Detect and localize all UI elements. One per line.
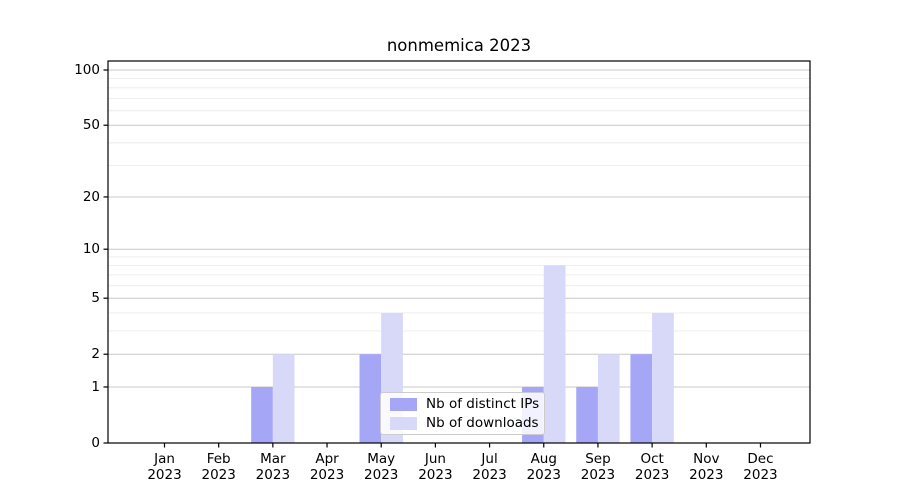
legend-swatch-distinct-ips bbox=[390, 397, 417, 411]
legend-label-distinct-ips: Nb of distinct IPs bbox=[426, 396, 540, 412]
chart-title: nonmemica 2023 bbox=[386, 36, 532, 55]
x-tick-label: Nov 2023 bbox=[689, 451, 724, 483]
legend-label-downloads: Nb of downloads bbox=[426, 415, 539, 431]
y-tick-label: 10 bbox=[82, 241, 100, 258]
bar-downloads bbox=[272, 354, 295, 443]
y-tick-label: 5 bbox=[91, 290, 100, 307]
x-tick-label: Jan 2023 bbox=[147, 451, 182, 483]
bar-downloads bbox=[543, 265, 566, 443]
x-tick-label: Dec 2023 bbox=[743, 451, 778, 483]
x-tick-label: Jul 2023 bbox=[472, 451, 507, 483]
y-tick-label: 50 bbox=[82, 117, 100, 134]
y-tick-label: 1 bbox=[91, 378, 100, 395]
bar-distinct-ips bbox=[576, 386, 598, 443]
x-tick-label: Mar 2023 bbox=[255, 451, 291, 483]
y-tick-label: 2 bbox=[91, 346, 100, 363]
y-tick-label: 20 bbox=[82, 188, 100, 205]
legend-swatch-downloads bbox=[390, 416, 417, 430]
x-tick-label: Aug 2023 bbox=[526, 451, 561, 483]
x-tick-label: Oct 2023 bbox=[634, 451, 670, 483]
bar-downloads bbox=[597, 354, 620, 443]
y-tick-label: 100 bbox=[74, 62, 100, 78]
bar-distinct-ips bbox=[251, 386, 273, 443]
legend-row-downloads: Nb of downloads bbox=[390, 415, 544, 431]
bar-downloads bbox=[652, 312, 674, 443]
x-tick-label: Jun 2023 bbox=[418, 451, 453, 483]
bar-distinct-ips bbox=[630, 354, 653, 443]
legend: Nb of distinct IPs Nb of downloads bbox=[380, 392, 545, 435]
x-tick-label: Sep 2023 bbox=[580, 451, 616, 483]
legend-row-distinct-ips: Nb of distinct IPs bbox=[390, 396, 544, 412]
x-tick-label: Feb 2023 bbox=[201, 451, 236, 483]
bar-distinct-ips bbox=[359, 354, 382, 443]
x-tick-label: May 2023 bbox=[364, 451, 399, 483]
y-tick-label: 0 bbox=[91, 435, 100, 451]
x-tick-label: Apr 2023 bbox=[309, 451, 345, 483]
plot-border bbox=[107, 60, 811, 444]
